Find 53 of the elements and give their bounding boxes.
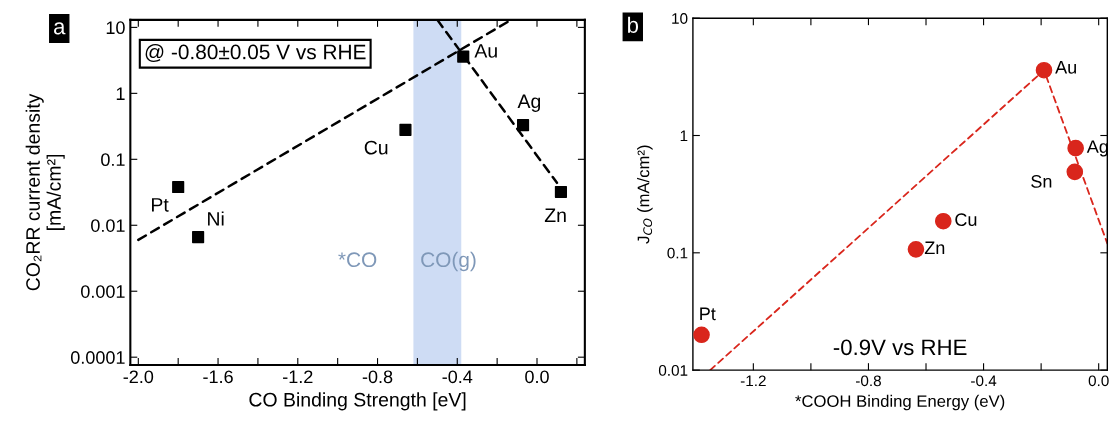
- annotation: *CO: [338, 252, 377, 268]
- y-axis-title: CO₂RR current density [mA/cm²]: [25, 93, 65, 291]
- y-tick-label: 10: [672, 13, 688, 24]
- annotation: Ag: [517, 94, 541, 112]
- y-tick-label: 10: [106, 21, 125, 35]
- annotation: Pt: [152, 198, 169, 212]
- point: [172, 180, 185, 194]
- y-tick-label: 0.001: [81, 285, 125, 298]
- x-tick-label: -0.8: [855, 375, 881, 387]
- chart-title: a: [54, 22, 66, 35]
- point: [934, 212, 952, 230]
- point: [516, 119, 530, 132]
- annotation: Cu: [955, 213, 977, 227]
- y-tick-label: 0.1: [667, 247, 688, 259]
- annotation: Sn: [1031, 175, 1052, 188]
- point: [457, 50, 470, 63]
- annotation: @ -0.80±0.05 V vs RHE: [145, 44, 366, 63]
- point: [192, 231, 205, 244]
- point: [907, 241, 925, 258]
- annotation: Zn: [544, 208, 566, 222]
- point: [693, 326, 710, 344]
- annotation: -0.9V vs RHE: [833, 339, 967, 356]
- point: [1067, 139, 1084, 157]
- y-tick-label: 1: [116, 87, 125, 100]
- y-axis-title: J$_{CO}$ (mA/cm²): [637, 145, 653, 244]
- x-tick-label: 0.0: [1088, 375, 1109, 387]
- chart-title: b: [628, 16, 639, 33]
- annotation: Zn: [924, 241, 945, 255]
- x-tick-label: 0.0: [525, 370, 549, 384]
- x-tick-label: -0.4: [971, 375, 997, 387]
- x-axis-title: CO Binding Strength [eV]: [249, 392, 466, 411]
- y-tick-label: 1: [680, 130, 688, 142]
- x-axis-title: *COOH Binding Energy (eV): [795, 394, 1005, 411]
- point: [554, 185, 568, 199]
- y-tick-label: 0.01: [658, 364, 688, 376]
- y-tick-label: 0.0001: [70, 351, 125, 364]
- point: [1035, 61, 1053, 79]
- x-tick-label: -1.2: [283, 370, 313, 383]
- x-tick-label: -1.6: [203, 370, 233, 384]
- y-tick-label: 0.1: [101, 153, 125, 167]
- annotation: CO(g): [421, 251, 476, 272]
- x-tick-label: -0.4: [442, 370, 473, 384]
- x-tick-label: -0.8: [362, 370, 393, 384]
- annotation: Ni: [208, 211, 224, 226]
- x-tick-label: -2.0: [123, 370, 154, 384]
- annotation: Cu: [364, 140, 388, 155]
- x-tick-label: -1.2: [740, 375, 766, 387]
- y-tick-label: 0.01: [91, 219, 125, 232]
- annotation: Pt: [700, 307, 716, 321]
- point: [399, 123, 412, 136]
- annotation: Au: [1055, 61, 1076, 74]
- point: [1066, 163, 1084, 181]
- annotation: Au: [474, 44, 497, 58]
